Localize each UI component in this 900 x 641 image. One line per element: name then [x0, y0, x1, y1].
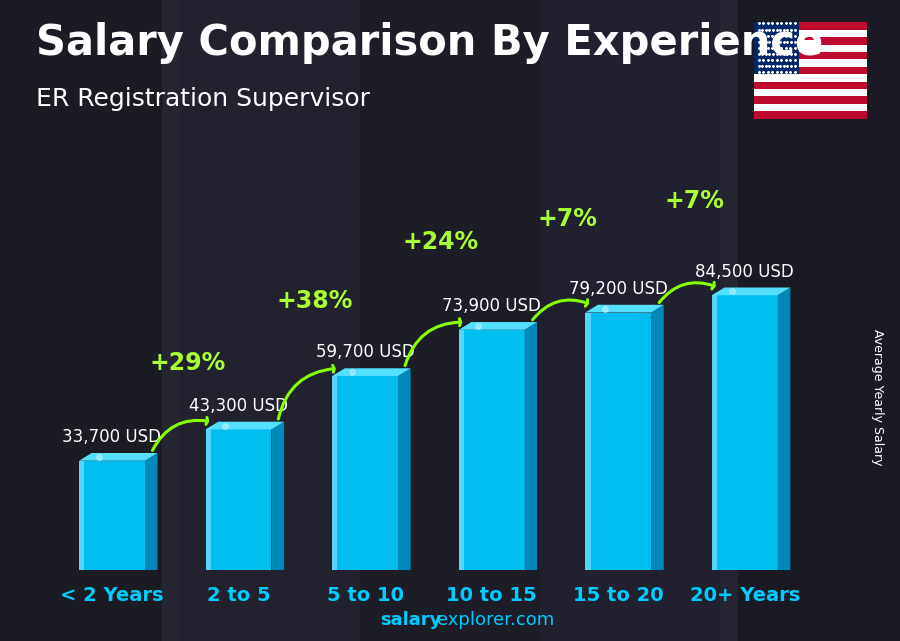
Text: explorer.com: explorer.com — [436, 612, 554, 629]
Polygon shape — [398, 369, 410, 570]
Bar — [459, 329, 464, 570]
Polygon shape — [79, 453, 158, 461]
Polygon shape — [272, 422, 284, 570]
Bar — [754, 67, 867, 74]
Text: salary: salary — [380, 612, 441, 629]
Text: +7%: +7% — [537, 206, 598, 231]
Polygon shape — [651, 304, 664, 570]
Bar — [79, 461, 85, 570]
Bar — [754, 111, 867, 119]
Bar — [712, 296, 717, 570]
Text: 33,700 USD: 33,700 USD — [62, 428, 161, 446]
Bar — [585, 313, 590, 570]
Polygon shape — [712, 288, 790, 296]
Text: Average Yearly Salary: Average Yearly Salary — [871, 329, 884, 465]
Text: Salary Comparison By Experience: Salary Comparison By Experience — [36, 22, 824, 65]
Bar — [79, 461, 145, 570]
Bar — [754, 30, 867, 37]
Bar — [754, 89, 867, 96]
Text: 79,200 USD: 79,200 USD — [569, 280, 668, 298]
Text: 73,900 USD: 73,900 USD — [442, 297, 541, 315]
Polygon shape — [778, 288, 790, 570]
Bar — [754, 104, 867, 111]
Text: 84,500 USD: 84,500 USD — [696, 263, 794, 281]
Bar — [754, 81, 867, 89]
Polygon shape — [145, 453, 158, 570]
Bar — [754, 60, 867, 67]
Bar — [754, 96, 867, 104]
Bar — [754, 45, 867, 52]
Text: ER Registration Supervisor: ER Registration Supervisor — [36, 87, 370, 110]
Bar — [585, 313, 651, 570]
Bar — [754, 22, 867, 30]
Text: +24%: +24% — [403, 230, 479, 254]
Bar — [205, 429, 272, 570]
Bar — [754, 37, 867, 45]
Text: 59,700 USD: 59,700 USD — [316, 344, 414, 362]
Bar — [754, 52, 867, 60]
Polygon shape — [585, 304, 664, 313]
Bar — [205, 429, 211, 570]
Bar — [754, 22, 799, 74]
Bar — [754, 74, 867, 81]
Polygon shape — [332, 369, 410, 376]
Bar — [712, 296, 778, 570]
Polygon shape — [205, 422, 284, 429]
Text: 43,300 USD: 43,300 USD — [189, 397, 288, 415]
Bar — [332, 376, 398, 570]
Text: +29%: +29% — [149, 351, 226, 375]
Text: +38%: +38% — [276, 288, 353, 313]
Bar — [332, 376, 338, 570]
Polygon shape — [525, 322, 537, 570]
Polygon shape — [459, 322, 537, 329]
Text: +7%: +7% — [664, 189, 725, 213]
Bar — [459, 329, 525, 570]
